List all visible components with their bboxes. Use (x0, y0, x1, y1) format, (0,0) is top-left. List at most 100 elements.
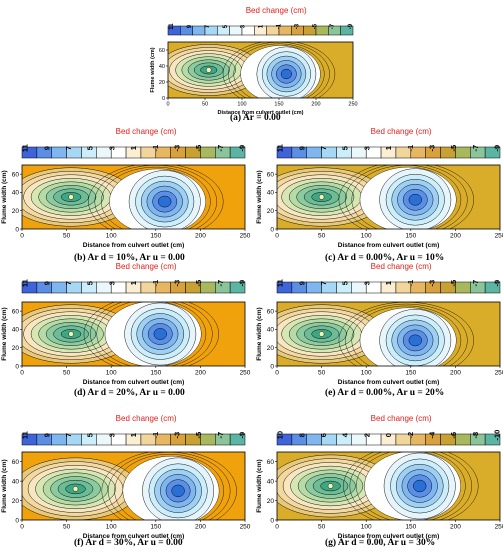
y-tick-label: 20 (159, 80, 165, 86)
x-tick-label: 0 (166, 102, 169, 108)
x-tick-label: 50 (202, 102, 208, 108)
colorbar-tick-label: -1 (151, 432, 160, 439)
colorbar-tick-label: -6 (449, 432, 458, 439)
colorbar-tick-label: -5 (194, 280, 203, 287)
x-tick-label: 250 (348, 102, 357, 108)
colorbar-tick-label: 8 (297, 433, 306, 437)
x-tick-label: 100 (361, 524, 372, 531)
heatmap-field (22, 165, 245, 229)
contour-line (114, 454, 224, 520)
y-tick-label: 20 (12, 345, 20, 352)
chart-svg: 11 9 7 5 3 1 -1 -3 -5 -7 -9 0 50 100 150 200 250 0 20 40 60 D… (150, 23, 358, 116)
x-tick-label: 50 (63, 233, 71, 240)
heatmap-field (22, 302, 245, 366)
colorbar-tick-label: 3 (107, 146, 116, 150)
y-tick-label: 60 (159, 48, 165, 54)
colorbar-cell (229, 433, 246, 446)
y-axis-label: Flume width (cm) (1, 307, 8, 360)
x-tick-label: 150 (274, 102, 283, 108)
colorbar-tick-label: -3 (428, 280, 437, 287)
colorbar-tick-label: 1 (129, 146, 138, 150)
x-tick-label: 250 (240, 524, 251, 531)
colorbar-tick-label: -1 (151, 145, 160, 152)
contour-line (345, 303, 468, 366)
deposition-peak (68, 194, 74, 200)
colorbar-tick-label: -9 (493, 280, 502, 287)
chart-svg: 11 9 7 5 3 1 -1 -3 -5 -7 -9 0 50 100 150 200 250 0 20 40 60 D… (1, 279, 251, 386)
panel-caption: (b) Ar d = 10%, Ar u = 0.00 (74, 253, 185, 263)
chart-panel-g: Bed change (cm) (g) Ar d = 0.00, Ar u = 3… (255, 410, 503, 552)
panel-caption: (e) Ar d = 0.00%, Ar u = 20% (325, 388, 445, 398)
colorbar-tick-label: 9 (42, 433, 51, 437)
x-axis-label: Distance from culvert outlet (cm) (83, 533, 185, 540)
x-tick-label: 200 (450, 370, 461, 377)
x-tick-label: 0 (275, 524, 279, 531)
y-tick-label: 20 (12, 498, 20, 505)
colorbar-tick-label: 5 (86, 281, 95, 285)
colorbar-title: Bed change (cm) (245, 6, 307, 15)
colorbar-cell (229, 281, 246, 294)
colorbar-tick-label: -3 (428, 145, 437, 152)
colorbar-tick-label: -3 (173, 145, 182, 152)
colorbar-tick-label: 9 (297, 281, 306, 285)
colorbar-cell (229, 146, 246, 159)
x-tick-label: 200 (195, 524, 206, 531)
contour-line (222, 42, 336, 98)
colorbar-tick-label: -7 (216, 280, 225, 287)
y-tick-label: 0 (270, 363, 274, 370)
colorbar-tick-label: -9 (238, 145, 247, 152)
colorbar-tick-label: 5 (223, 24, 229, 28)
x-tick-label: 150 (405, 524, 416, 531)
colorbar-tick-label: 11 (21, 279, 30, 287)
contour-line (88, 165, 224, 229)
deposition-peak (206, 67, 212, 73)
x-tick-label: 100 (361, 370, 372, 377)
y-axis-label: Flume width (cm) (256, 307, 263, 360)
colorbar-cell (340, 25, 354, 36)
x-tick-label: 100 (106, 233, 117, 240)
colorbar-tick-label: 7 (319, 281, 328, 285)
x-tick-label: 150 (150, 233, 161, 240)
deposition-peak (72, 486, 79, 492)
chart-panel-f: Bed change (cm) (f) Ar d = 30%, Ar u = 0.… (0, 410, 251, 552)
chart-panel-d: Bed change (cm) (d) Ar d = 20%, Ar u = 0.… (0, 260, 251, 402)
x-tick-label: 150 (405, 370, 416, 377)
y-tick-label: 60 (12, 308, 20, 315)
colorbar-tick-label: 1 (384, 281, 393, 285)
x-tick-label: 150 (405, 233, 416, 240)
x-axis-label: Distance from culvert outlet (cm) (83, 379, 185, 386)
x-tick-label: 0 (20, 233, 24, 240)
colorbar-title: Bed change (cm) (370, 414, 432, 423)
plot-frame (167, 41, 354, 99)
contour-line (345, 165, 468, 229)
x-tick-label: 200 (195, 370, 206, 377)
x-axis-label: Distance from culvert outlet (cm) (338, 533, 440, 540)
plot-frame (21, 451, 246, 521)
colorbar-tick-label: 3 (107, 433, 116, 437)
colorbar-tick-label: -7 (471, 280, 480, 287)
y-tick-label: 60 (267, 308, 275, 315)
x-tick-label: 100 (106, 524, 117, 531)
colorbar-tick-label: -7 (216, 432, 225, 439)
colorbar-tick-label: -9 (238, 280, 247, 287)
panel-caption: (f) Ar d = 30%, Ar u = 0.00 (74, 538, 183, 548)
heatmap-field (22, 452, 245, 520)
colorbar-tick-label: 7 (319, 146, 328, 150)
scour-contour (408, 193, 422, 206)
panel-caption: (g) Ar d = 0.00, Ar u = 30% (325, 538, 436, 548)
colorbar-tick-label: 11 (169, 23, 175, 30)
colorbar-tick-label: -9 (348, 23, 354, 29)
y-tick-label: 40 (267, 190, 275, 197)
colorbar-tick-label: 7 (64, 146, 73, 150)
colorbar-tick-label: -3 (294, 23, 300, 29)
colorbar-tick-label: -7 (471, 145, 480, 152)
y-tick-label: 0 (15, 226, 19, 233)
x-tick-label: 100 (106, 370, 117, 377)
x-tick-label: 0 (275, 370, 279, 377)
scour-contour (280, 68, 292, 80)
y-axis-label: Flume width (cm) (256, 459, 263, 512)
panel-caption: (a) Ar = 0.00 (230, 113, 281, 123)
y-tick-label: 60 (267, 459, 275, 466)
x-tick-label: 50 (318, 524, 326, 531)
plot-frame (276, 451, 501, 521)
